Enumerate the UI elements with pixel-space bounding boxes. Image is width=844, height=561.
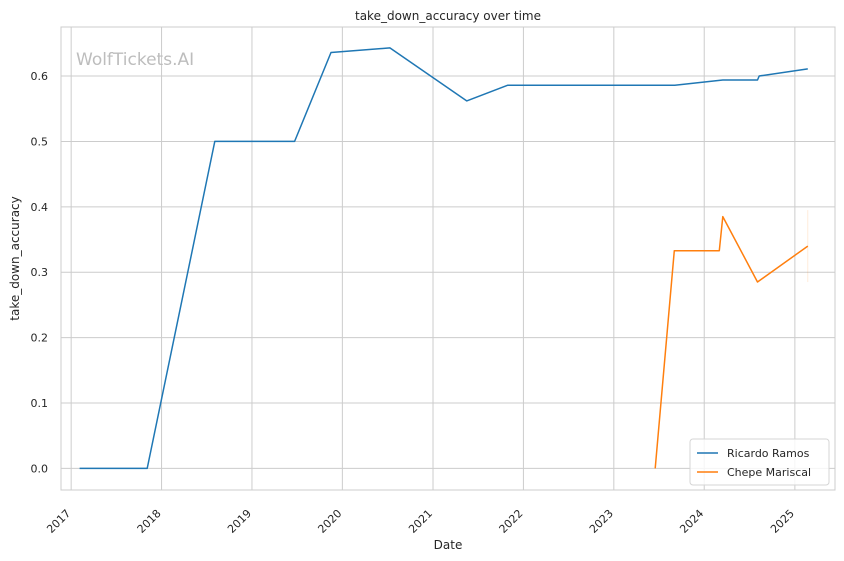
y-tick-label: 0.3 bbox=[31, 266, 49, 279]
watermark: WolfTickets.AI bbox=[76, 50, 194, 70]
y-tick-label: 0.5 bbox=[31, 135, 49, 148]
y-axis-label: take_down_accuracy bbox=[8, 196, 22, 320]
y-tick-label: 0.2 bbox=[31, 332, 49, 345]
series-layer bbox=[79, 47, 809, 470]
x-tick-label: 2024 bbox=[677, 507, 706, 536]
x-tick-label: 2020 bbox=[315, 507, 344, 536]
y-tick-label: 0.1 bbox=[31, 397, 49, 410]
series-line bbox=[79, 47, 808, 470]
plot-frame bbox=[60, 26, 836, 491]
series-line bbox=[654, 215, 809, 469]
y-tick-label: 0.0 bbox=[31, 462, 49, 475]
x-tick-label: 2019 bbox=[225, 507, 254, 536]
y-tick-label: 0.6 bbox=[31, 70, 49, 83]
legend-box bbox=[689, 438, 830, 486]
x-tick-label: 2022 bbox=[497, 507, 526, 536]
x-ticks: 2017 2018 2019 2020 2021 2022 2023 2024 2025 bbox=[44, 507, 797, 536]
legend-label: Ricardo Ramos bbox=[727, 447, 810, 460]
x-tick-label: 2023 bbox=[587, 507, 616, 536]
x-tick-label: 2018 bbox=[135, 507, 164, 536]
x-tick-label: 2017 bbox=[44, 507, 73, 536]
legend-label: Chepe Mariscal bbox=[727, 466, 811, 479]
x-tick-label: 2021 bbox=[406, 507, 435, 536]
chart-title: take_down_accuracy over time bbox=[355, 9, 541, 23]
grid bbox=[61, 27, 835, 490]
x-tick-label: 2025 bbox=[768, 507, 797, 536]
y-tick-label: 0.4 bbox=[31, 201, 49, 214]
x-axis-label: Date bbox=[434, 538, 463, 552]
y-ticks: 0.0 0.1 0.2 0.3 0.4 0.5 0.6 bbox=[31, 70, 49, 475]
legend: Ricardo Ramos Chepe Mariscal bbox=[689, 438, 830, 486]
